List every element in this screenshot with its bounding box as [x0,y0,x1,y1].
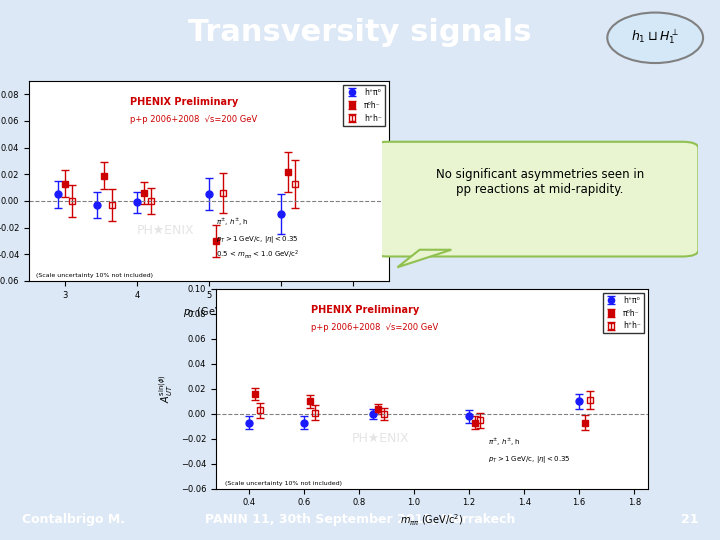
Text: No significant asymmetries seen in
pp reactions at mid-rapidity.: No significant asymmetries seen in pp re… [436,168,644,196]
Text: PANIN 11, 30th September 2011, Marrakech: PANIN 11, 30th September 2011, Marrakech [204,513,516,526]
X-axis label: $p_T$ (GeV/c): $p_T$ (GeV/c) [183,305,235,319]
Ellipse shape [608,12,703,63]
Text: (Scale uncertainty 10% not included): (Scale uncertainty 10% not included) [36,273,153,278]
Text: 21: 21 [681,513,698,526]
Text: PHENIX Preliminary: PHENIX Preliminary [130,97,238,107]
FancyBboxPatch shape [372,141,698,256]
Text: $\pi^{\pm}$, $h^{\pm}$, h: $\pi^{\pm}$, $h^{\pm}$, h [488,436,521,448]
Polygon shape [397,249,451,267]
Text: $p_T > 1$ GeV/c, $|\eta| < 0.35$: $p_T > 1$ GeV/c, $|\eta| < 0.35$ [488,454,571,465]
Y-axis label: $A_{UT}^{\sin(\phi)}$: $A_{UT}^{\sin(\phi)}$ [158,374,175,403]
Text: p+p 2006+2008  √s=200 GeV: p+p 2006+2008 √s=200 GeV [311,323,438,332]
Text: (Scale uncertainty 10% not included): (Scale uncertainty 10% not included) [225,481,341,485]
Legend: h⁺π⁰, π⁰h⁻, h⁺h⁻: h⁺π⁰, π⁰h⁻, h⁺h⁻ [603,293,644,334]
Text: PH★ENIX: PH★ENIX [137,224,194,238]
Text: 0.5 < $m_{\pi\pi}$ < 1.0 GeV/c$^2$: 0.5 < $m_{\pi\pi}$ < 1.0 GeV/c$^2$ [216,248,300,260]
Text: $\pi^{\pm}$, $h^{\pm}$, h: $\pi^{\pm}$, $h^{\pm}$, h [216,217,249,228]
Text: Contalbrigo M.: Contalbrigo M. [22,513,125,526]
Text: $h_1 \sqcup H_1^{\perp}$: $h_1 \sqcup H_1^{\perp}$ [631,27,679,46]
X-axis label: $m_{\pi\pi}$ (GeV/c$^2$): $m_{\pi\pi}$ (GeV/c$^2$) [400,513,464,528]
Text: PH★ENIX: PH★ENIX [351,432,409,445]
Text: Transversity signals: Transversity signals [188,18,532,48]
Text: p+p 2006+2008  √s=200 GeV: p+p 2006+2008 √s=200 GeV [130,115,257,124]
Text: PHENIX Preliminary: PHENIX Preliminary [311,305,419,315]
Text: $p_T > 1$ GeV/c, $|\eta| < 0.35$: $p_T > 1$ GeV/c, $|\eta| < 0.35$ [216,234,299,245]
Legend: h⁺π⁰, π⁰h⁻, h⁺h⁻: h⁺π⁰, π⁰h⁻, h⁺h⁻ [343,85,385,126]
